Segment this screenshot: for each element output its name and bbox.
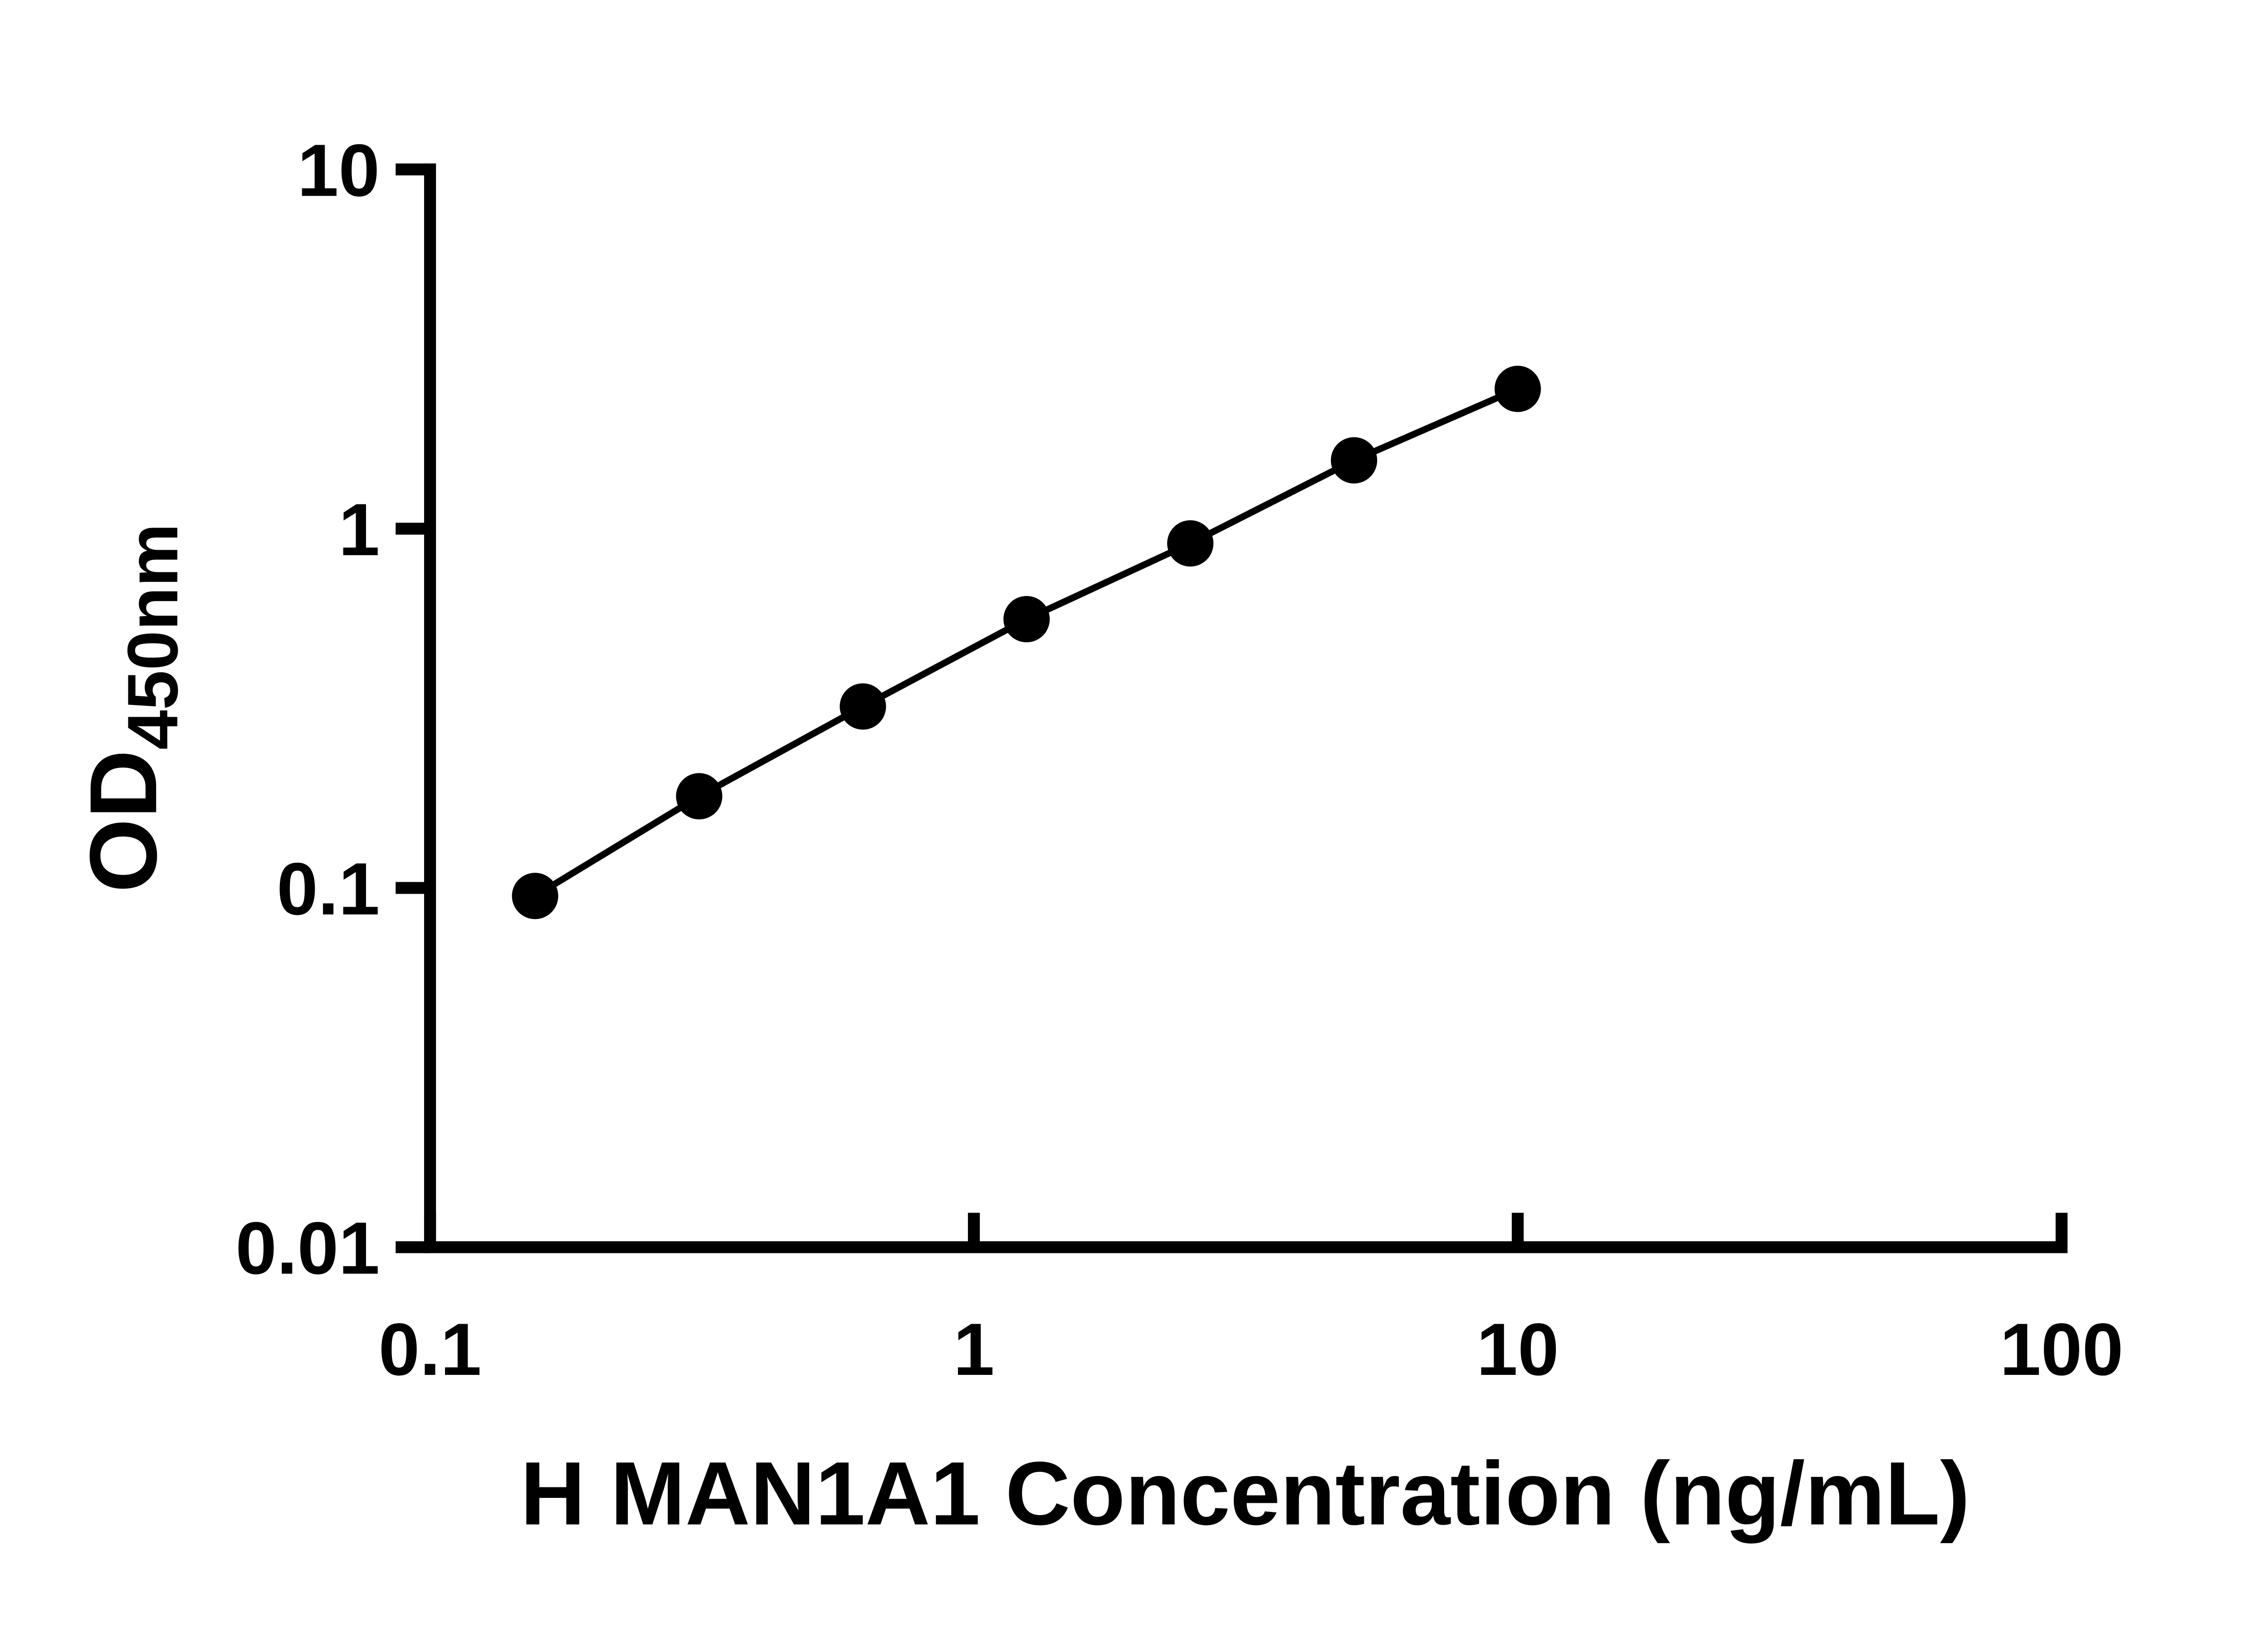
x-axis-title: H MAN1A1 Concentration (ng/mL) [520,1443,1970,1544]
data-point [1331,437,1378,484]
x-tick-label: 0.1 [379,1308,482,1391]
y-tick-label: 10 [298,129,380,212]
data-point [1167,520,1214,567]
tick-marks [396,163,2068,1253]
axes [424,163,2068,1253]
data-series [512,366,1541,919]
data-point [512,873,558,919]
x-tick-label: 10 [1476,1308,1559,1391]
axis-lines [424,163,2068,1253]
y-axis-title-subscript: 450nm [113,523,193,750]
y-axis-title-main: OD [70,750,176,893]
x-tick-label: 100 [2000,1308,2124,1391]
data-point [840,683,886,730]
y-tick-label: 0.01 [235,1207,380,1290]
data-point [676,773,723,820]
y-axis-title: OD450nm [70,523,193,893]
data-point [1003,596,1050,643]
y-tick-label: 0.1 [277,847,380,930]
y-tick-label: 1 [338,488,380,571]
tick-labels: 0.1 1 10 100 0.01 0.1 1 10 [235,129,2123,1391]
x-tick-label: 1 [953,1308,995,1391]
data-point [1494,366,1541,412]
